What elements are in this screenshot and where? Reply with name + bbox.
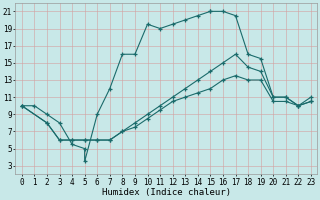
X-axis label: Humidex (Indice chaleur): Humidex (Indice chaleur) — [102, 188, 231, 197]
